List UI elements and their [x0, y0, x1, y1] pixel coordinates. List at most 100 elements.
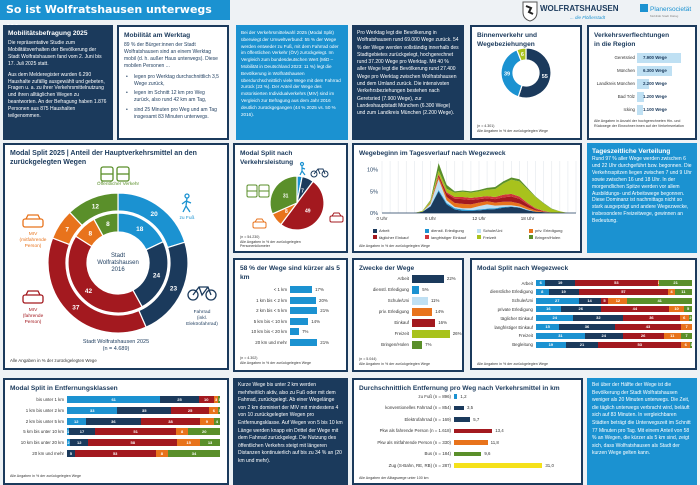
mode-label: MIV	[29, 307, 38, 313]
bar-value: 31,0	[545, 462, 554, 468]
travel-time-text: Bei über der Hälfte der Wege ist die Bev…	[592, 382, 691, 457]
mode-label: Person)	[25, 319, 42, 325]
bar-segment: 8	[155, 450, 168, 457]
legend-item: Schule/Uni	[474, 228, 502, 233]
modal-2025-label: 37	[72, 304, 80, 311]
bar	[454, 417, 471, 422]
legend-swatch	[373, 228, 377, 233]
bar-segment: 36	[623, 315, 680, 322]
region-label: Landkreis München	[596, 81, 635, 86]
daytime-area-chart: 0% 5% 10% 0 Uhr 6 Uhr 12 Uhr 18 Uhr	[367, 161, 577, 221]
bar-value: 1,2	[460, 394, 467, 399]
legend-swatch	[425, 235, 429, 240]
bar-segment: 11	[674, 288, 692, 295]
binnen-label: 55	[542, 74, 548, 80]
chart-note: Alle Angaben in Anzahl der hochgerechnet…	[594, 119, 684, 128]
bar-segment: 43	[614, 324, 682, 330]
bar	[290, 296, 316, 304]
region-value: 6.300 Wege	[643, 68, 667, 73]
binnen-slice	[517, 47, 552, 99]
workday-intro: 89 % der Bürger:innen der Stadt Wolfrats…	[124, 42, 218, 69]
short-trips-text: Kurze Wege bis unter 2 km werden mehrhei…	[238, 382, 343, 464]
bar-value: 20%	[319, 297, 328, 303]
legend-label: priv. Erledigung	[535, 228, 563, 233]
stacked-bar: 2 12 58 15 13	[67, 439, 220, 447]
workday-item: legen im Schnitt 12 km pro Weg zurück, a…	[124, 90, 222, 104]
bar-label: Arbeit	[521, 280, 533, 286]
legend-label: langfristiger Einkauf	[431, 234, 467, 240]
binnen-panel: Binnenverkehr und Wegebeziehungen 55 39 6 …	[470, 25, 582, 140]
bar-label: langfristiger Einkauf	[494, 324, 533, 330]
bar-label: Freizeit	[394, 331, 409, 337]
region-label: Icking	[623, 107, 635, 112]
bar	[290, 317, 309, 325]
stacked-bar: 61953121	[536, 280, 692, 286]
bus-icon	[116, 166, 130, 182]
chart-note: Alle Angaben in % der zurückgelegten Per…	[240, 239, 301, 249]
modal-2016-label: 8	[88, 231, 92, 238]
mode-label: Fahrrad	[194, 309, 211, 315]
bar-segment: 9	[199, 417, 214, 425]
bar-segment: 10	[198, 396, 214, 403]
mode-label: Öffentlicher Verkehr	[97, 180, 140, 187]
x-tick-label: 6 Uhr	[425, 216, 437, 221]
stacked-bar: 8 19 57 4 11	[536, 288, 692, 295]
sample-size: (n = 4.301)	[477, 124, 495, 128]
sample-size: (n = 5.044)	[359, 357, 377, 361]
region-bar	[637, 92, 644, 102]
bar-label: dienstliche Erledigung	[490, 289, 533, 295]
mode-label: zu Fuß	[180, 215, 195, 221]
bar-segment: 2	[688, 315, 692, 322]
bar-segment: 17	[68, 428, 96, 436]
bar-segment: 32	[573, 315, 624, 322]
modal-2025-label: 23	[170, 286, 178, 293]
bar-value: 21%	[320, 339, 330, 345]
survey-title: Mobilitätsbefragung 2025	[8, 30, 88, 37]
car-driver-icon	[22, 290, 44, 304]
region-value: 7.900 Wege	[643, 55, 667, 60]
stacked-bar: 11751820	[67, 428, 220, 436]
bar-value: 14%	[311, 318, 320, 324]
survey-text: Aus dem Melderegister wurden 6.290 Haush…	[8, 71, 107, 120]
wheel	[310, 170, 318, 178]
chart-note: Alle Angaben in % der zurückgelegten Weg…	[359, 244, 431, 248]
area-series	[414, 179, 568, 213]
bar-label: 1 km bis < 2 km	[256, 297, 287, 303]
binnen-label: 39	[504, 71, 510, 77]
binnen-label: 6	[521, 52, 524, 58]
chart-note: Alle Angaben in % der zurückgelegten Weg…	[477, 362, 549, 366]
bar-segment: 12	[67, 417, 86, 425]
chart-note: Alle Angaben der Alltagswege unter 100 k…	[359, 476, 429, 480]
bar-segment: 5	[67, 450, 75, 457]
region-bar	[637, 105, 644, 115]
legend-item: Arbeit	[370, 228, 389, 233]
bar-label: < 1 km	[273, 287, 287, 292]
city-logo-subtext: ... die Flößerstadt	[570, 15, 606, 20]
area-series	[414, 163, 568, 213]
partner-logo: Planersocietät Mobilität Stadt Dialog	[640, 3, 698, 21]
legend-label: dienstl. Erledigung	[431, 228, 464, 233]
stacked-bar: 19215361	[536, 341, 692, 348]
bar	[454, 394, 458, 399]
donut-center-label: 2016	[111, 267, 125, 273]
bar-label: 10 km bis < 20 km	[251, 329, 287, 334]
bar-value: 22%	[446, 276, 456, 282]
workday-title: Mobilität am Werktag	[124, 32, 191, 39]
modal-2016-slice	[67, 235, 143, 314]
bar-label: bis unter 1 km	[36, 397, 64, 402]
bar-value: 7%	[302, 329, 309, 334]
frame	[313, 168, 326, 175]
bar-label: 1 km bis unter 2 km	[25, 407, 64, 413]
bar-segment: 51	[95, 428, 176, 436]
bar	[412, 319, 436, 327]
region-value: 1.100 Wege	[643, 107, 667, 112]
legend-label: Arbeit	[379, 228, 390, 233]
bar-segment: 10	[668, 306, 685, 313]
body	[181, 197, 192, 213]
bar-label: Zug (S-Bahn, RE, RB) (n = 287)	[388, 462, 451, 468]
region-bar	[637, 79, 650, 89]
bar-label: private Erledigung	[497, 306, 533, 312]
bar-segment: 7	[681, 324, 692, 330]
bar-segment: 1	[657, 280, 660, 286]
